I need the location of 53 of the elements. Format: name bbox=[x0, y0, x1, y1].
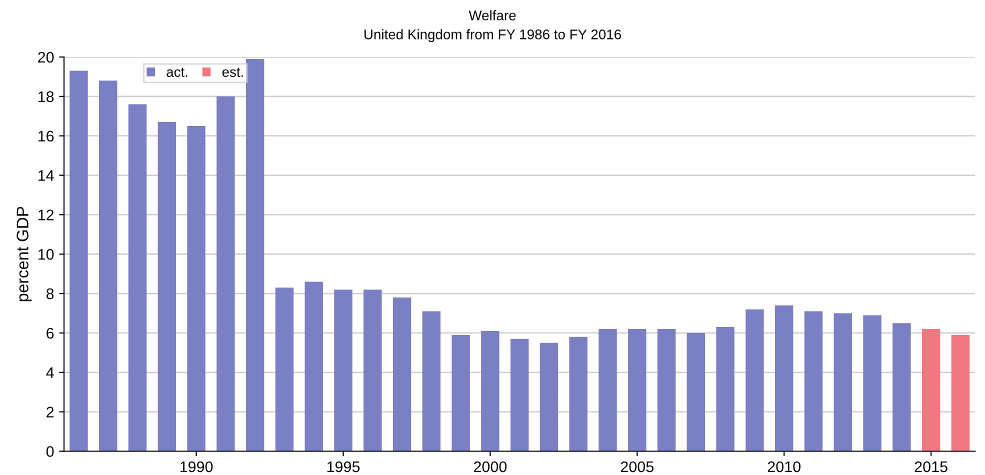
bar bbox=[863, 315, 882, 452]
bar bbox=[922, 329, 940, 452]
y-axis-title: percent GDP bbox=[16, 206, 32, 302]
y-tick-label: 0 bbox=[46, 446, 54, 457]
x-tick-label: 2005 bbox=[620, 461, 654, 472]
legend-label: est. bbox=[222, 68, 243, 77]
chart-subtitle: United Kingdom from FY 1986 to FY 2016 bbox=[364, 29, 621, 42]
y-tick-label: 8 bbox=[46, 288, 54, 300]
y-tick-label: 16 bbox=[38, 130, 54, 142]
bar bbox=[716, 327, 734, 452]
bar bbox=[216, 96, 235, 452]
bar bbox=[628, 329, 646, 452]
bar bbox=[951, 334, 970, 452]
bar bbox=[392, 297, 412, 452]
bar bbox=[657, 329, 676, 452]
bar bbox=[158, 122, 176, 452]
bar bbox=[510, 338, 529, 452]
bar bbox=[746, 309, 764, 452]
y-tick-label: 12 bbox=[38, 210, 54, 220]
y-tick-label: 2 bbox=[46, 406, 54, 418]
y-tick-label: 18 bbox=[38, 91, 54, 102]
bar bbox=[70, 70, 88, 452]
x-tick-label: 2000 bbox=[474, 461, 507, 472]
bar bbox=[275, 288, 294, 452]
bar bbox=[304, 282, 323, 452]
chart-title: Welfare bbox=[468, 10, 516, 20]
bar bbox=[774, 305, 794, 452]
bar bbox=[364, 290, 382, 452]
bar bbox=[569, 336, 588, 452]
x-tick-label: 2015 bbox=[914, 461, 948, 472]
bar bbox=[246, 58, 264, 452]
bar bbox=[452, 334, 470, 452]
bar bbox=[334, 290, 352, 452]
bar bbox=[686, 332, 706, 452]
y-tick-label: 20 bbox=[38, 52, 54, 63]
bar bbox=[422, 311, 441, 452]
bar bbox=[128, 104, 147, 452]
bar bbox=[187, 126, 206, 452]
bar bbox=[834, 313, 852, 452]
y-tick-label: 14 bbox=[38, 170, 54, 181]
y-tick-label: 10 bbox=[38, 248, 54, 260]
bar bbox=[481, 331, 500, 452]
x-tick-label: 1995 bbox=[327, 461, 360, 472]
y-tick-label: 6 bbox=[46, 328, 54, 339]
y-tick-label: 4 bbox=[46, 367, 54, 378]
legend-label: act. bbox=[166, 68, 188, 77]
bar bbox=[99, 80, 118, 452]
x-tick-label: 2010 bbox=[768, 461, 801, 472]
bar bbox=[540, 342, 558, 452]
bar bbox=[892, 323, 911, 452]
x-tick-label: 1990 bbox=[180, 461, 213, 472]
bar bbox=[598, 329, 617, 452]
bar bbox=[804, 311, 823, 452]
